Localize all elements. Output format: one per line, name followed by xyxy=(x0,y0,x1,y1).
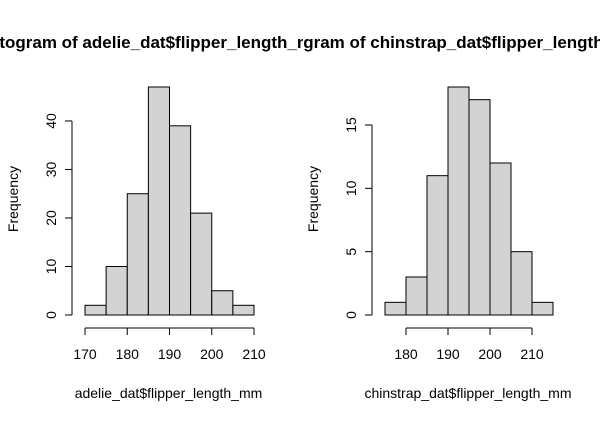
chinstrap-x-tick-label: 200 xyxy=(478,346,502,362)
adelie-x-tick-label: 180 xyxy=(116,346,140,362)
adelie-histogram-bar xyxy=(211,290,234,316)
chinstrap-x-tick-label: 180 xyxy=(394,346,418,362)
adelie-histogram-bar xyxy=(105,265,128,316)
chinstrap-histogram-bar xyxy=(447,86,470,316)
chinstrap-chart-title: Histogram of chinstrap_dat$flipper_lengt… xyxy=(261,33,600,52)
chinstrap-y-tick-label: 15 xyxy=(343,117,359,133)
adelie-x-axis-label: adelie_dat$flipper_length_mm xyxy=(75,385,263,401)
chinstrap-y-tick-label: 5 xyxy=(343,248,359,256)
adelie-histogram-bar xyxy=(190,212,213,316)
chinstrap-histogram-bar xyxy=(384,301,407,316)
adelie-y-tick-label: 0 xyxy=(43,311,59,319)
adelie-histogram-bar xyxy=(232,304,255,316)
adelie-y-tick-label: 20 xyxy=(43,210,59,226)
chinstrap-x-tick-label: 190 xyxy=(436,346,460,362)
adelie-histogram-bar xyxy=(169,125,192,316)
adelie-histogram-panel: Histogram of adelie_dat$flipper_length_m… xyxy=(0,33,327,401)
chinstrap-histogram-bar xyxy=(489,162,512,316)
chinstrap-histogram-panel: Histogram of chinstrap_dat$flipper_lengt… xyxy=(261,33,600,401)
chinstrap-y-tick-label: 10 xyxy=(343,180,359,196)
chinstrap-histogram-bar xyxy=(405,276,428,316)
adelie-histogram-bar xyxy=(84,304,107,316)
adelie-y-axis-label: Frequency xyxy=(5,166,21,232)
adelie-x-tick-label: 190 xyxy=(158,346,182,362)
chinstrap-histogram-bar xyxy=(468,99,491,316)
adelie-y-tick-label: 40 xyxy=(43,113,59,129)
adelie-x-tick-label: 170 xyxy=(73,346,97,362)
chinstrap-y-tick-label: 0 xyxy=(343,311,359,319)
chinstrap-histogram-bar xyxy=(426,175,449,316)
adelie-y-tick-label: 10 xyxy=(43,258,59,274)
adelie-histogram-bar xyxy=(147,86,170,316)
adelie-histogram-bar xyxy=(126,193,149,316)
chinstrap-y-axis-label: Frequency xyxy=(305,166,321,232)
adelie-x-tick-label: 210 xyxy=(242,346,266,362)
chinstrap-x-axis-label: chinstrap_dat$flipper_length_mm xyxy=(364,385,571,401)
adelie-y-tick-label: 30 xyxy=(43,161,59,177)
adelie-x-tick-label: 200 xyxy=(200,346,224,362)
chinstrap-histogram-bar xyxy=(510,251,533,316)
adelie-chart-title: Histogram of adelie_dat$flipper_length_m… xyxy=(0,33,327,52)
chinstrap-x-tick-label: 210 xyxy=(520,346,544,362)
chinstrap-histogram-bar xyxy=(531,301,554,316)
